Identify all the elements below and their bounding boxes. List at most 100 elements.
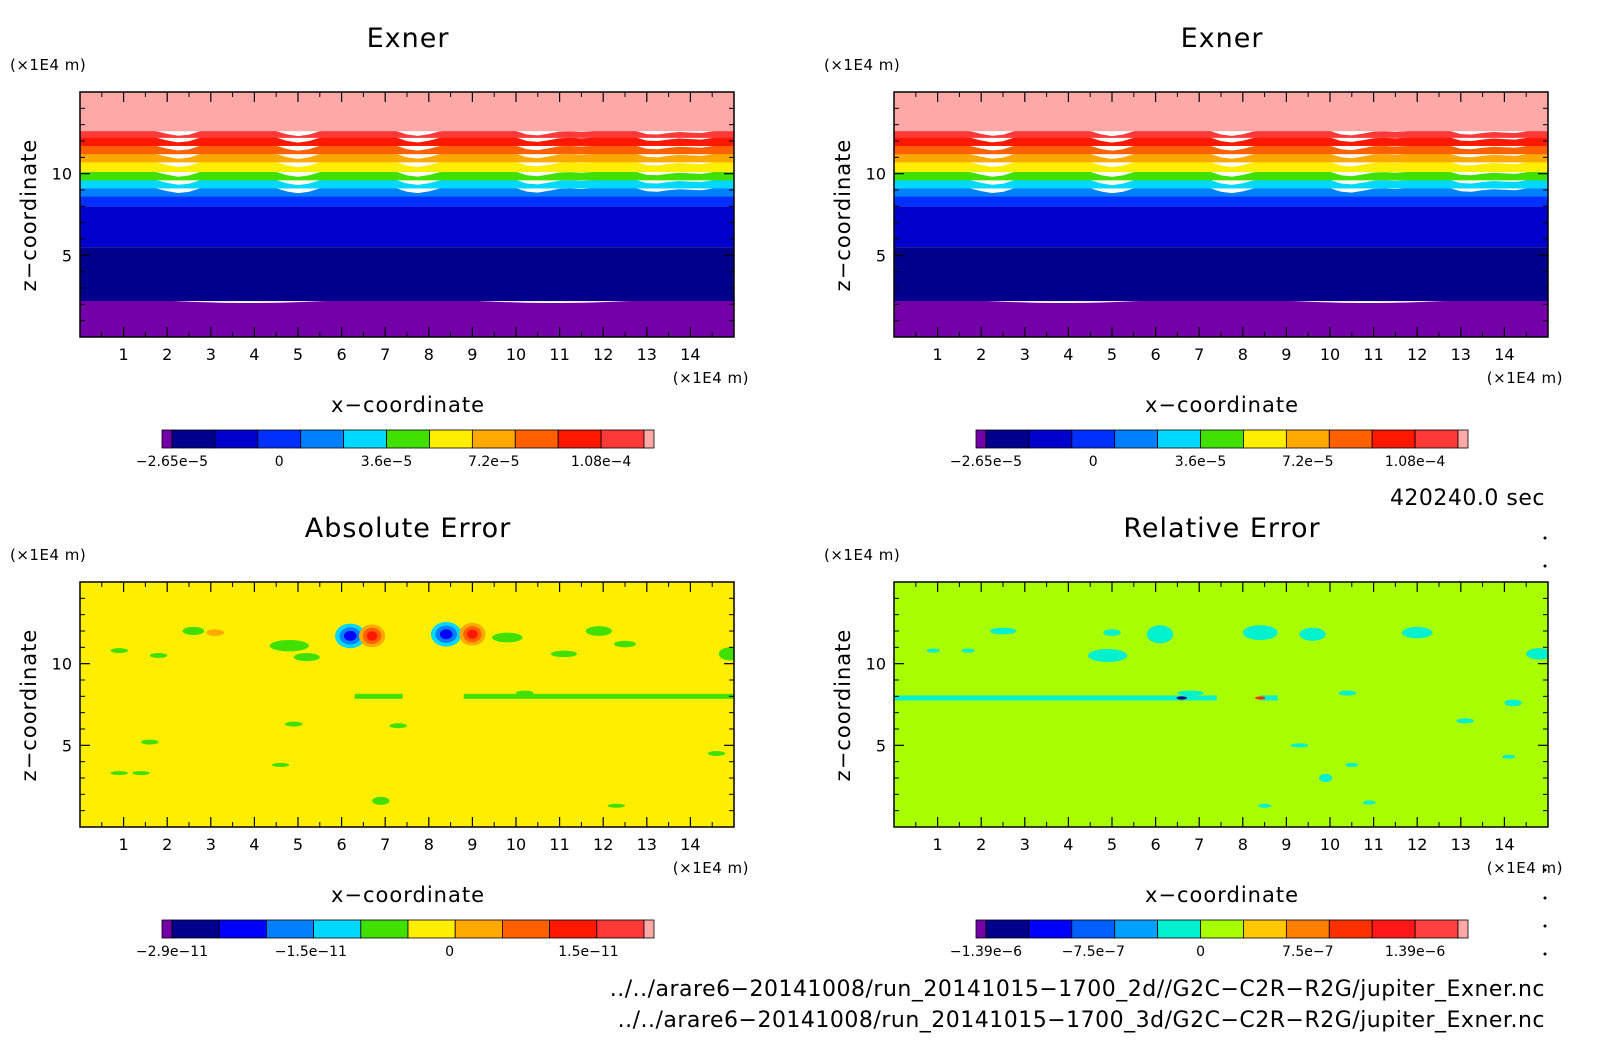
x-tick-label: 8: [424, 345, 434, 364]
contour-blob: [372, 796, 390, 805]
x-tick-label: 10: [506, 835, 526, 854]
x-tick-label: 9: [1281, 835, 1291, 854]
contour-streak: [1260, 695, 1278, 701]
x-tick-label: 5: [1107, 835, 1117, 854]
margin-dot: [1543, 536, 1547, 540]
contour-blob: [366, 631, 378, 641]
chart-panel-2: Exner(×1E4 m)(×1E4 m)1 2 3 4 5 6 7 8 9 10 11 12 13 14…: [824, 23, 1563, 470]
colorbar-swatch: [514, 429, 559, 449]
x-tick-label: 5: [293, 345, 303, 364]
x-tick-label: 6: [337, 345, 347, 364]
colorbar-label: 3.6e−5: [1175, 454, 1227, 470]
colorbar-swatch: [549, 919, 598, 939]
x-tick-label: 14: [1494, 345, 1514, 364]
contour-blob: [284, 721, 303, 727]
margin-dot: [1543, 564, 1547, 568]
y-tick-label: 10: [866, 655, 886, 674]
colorbar-label: 7.2e−5: [1282, 454, 1334, 470]
colorbar-swatch: [265, 919, 314, 939]
x-tick-label: 1: [933, 345, 943, 364]
x-tick-label: 14: [680, 345, 700, 364]
x-tick-label: 8: [424, 835, 434, 854]
x-unit-label: (×1E4 m): [673, 369, 749, 387]
colorbar-label: 1.5e−11: [558, 944, 618, 960]
colorbar-label: 0: [1196, 944, 1205, 960]
colorbar-label: 1.08e−4: [571, 454, 632, 470]
contour-blob: [1502, 754, 1516, 759]
x-tick-label: 14: [1494, 835, 1514, 854]
x-tick-label: 7: [380, 835, 390, 854]
x-tick-label: 13: [637, 345, 657, 364]
colorbar-swatch: [214, 429, 259, 449]
contour-blob: [1290, 743, 1309, 748]
y-unit-label: (×1E4 m): [824, 546, 900, 564]
contour-blob: [271, 762, 290, 767]
colorbar-swatch: [600, 429, 645, 449]
x-axis-label: x−coordinate: [1145, 393, 1299, 417]
contour-blob: [1362, 800, 1376, 805]
contour-blob: [961, 648, 975, 653]
colorbar-swatch: [975, 919, 987, 939]
contour-band: [894, 299, 1548, 337]
y-tick-label: 10: [866, 165, 886, 184]
contour-band: [80, 149, 734, 163]
x-tick-label: 10: [1320, 835, 1340, 854]
contour-band: [894, 175, 1548, 189]
y-unit-label: (×1E4 m): [10, 56, 86, 74]
colorbar-swatch: [360, 919, 409, 939]
y-axis-label: z−coordinate: [831, 629, 855, 782]
contour-blob: [1401, 626, 1433, 639]
x-tick-label: 9: [467, 345, 477, 364]
colorbar-swatch: [1200, 919, 1244, 939]
colorbar-label: 1.39e−6: [1385, 944, 1446, 960]
y-tick-label: 5: [876, 736, 886, 755]
colorbar-label: 1.08e−4: [1385, 454, 1446, 470]
x-tick-label: 5: [1107, 345, 1117, 364]
contour-band: [80, 141, 734, 155]
contour-blob: [1177, 690, 1204, 696]
contour-band: [80, 299, 734, 337]
margin-dot: [1543, 952, 1547, 956]
colorbar-swatch: [1414, 429, 1459, 449]
y-tick-label: 5: [876, 246, 886, 265]
colorbar-label: 3.6e−5: [361, 454, 413, 470]
contour-blob: [516, 690, 534, 696]
colorbar-swatch: [643, 429, 655, 449]
contour-band: [894, 149, 1548, 163]
contour-band: [894, 206, 1548, 248]
contour-blob: [1338, 690, 1357, 696]
x-tick-label: 13: [637, 835, 657, 854]
x-tick-label: 3: [206, 345, 216, 364]
contour-blob: [1456, 718, 1474, 724]
x-tick-label: 3: [1020, 345, 1030, 364]
contour-band: [80, 132, 734, 146]
chart-title: Absolute Error: [305, 513, 511, 544]
colorbar-swatch: [171, 919, 220, 939]
colorbar-swatch: [1328, 429, 1373, 449]
colorbar-label: −1.5e−11: [275, 944, 347, 960]
x-tick-label: 6: [1151, 835, 1161, 854]
contour-band: [80, 167, 734, 181]
contour-band: [894, 196, 1548, 207]
contour-band: [80, 196, 734, 207]
plot-area: [80, 582, 734, 827]
colorbar-swatch: [1200, 429, 1244, 449]
margin-dot: [1543, 868, 1547, 872]
contour-streak: [354, 693, 403, 699]
contour-blob: [149, 653, 168, 658]
x-tick-label: 6: [337, 835, 347, 854]
colorbar-swatch: [596, 919, 645, 939]
chart-panel-3: Absolute Error(×1E4 m)(×1E4 m)1 2 3 4 5 6 7 8 9 1…: [10, 513, 749, 960]
colorbar-swatch: [313, 919, 362, 939]
colorbar-label: 0: [1089, 454, 1098, 470]
colorbar-label: 0: [275, 454, 284, 470]
file-path-3d: ../../arare6−20141008/run_20141015−1700_…: [618, 1008, 1545, 1033]
chart-panel-4: Relative Error(×1E4 m)(×1E4 m)1 2 3 4 5 6 7 8 9 1…: [824, 513, 1563, 960]
contour-band: [80, 126, 734, 138]
contour-blob: [718, 647, 734, 661]
colorbar-label: 7.5e−7: [1282, 944, 1334, 960]
colorbar-label: 0: [445, 944, 454, 960]
x-tick-label: 3: [1020, 835, 1030, 854]
contour-blob: [269, 640, 309, 652]
